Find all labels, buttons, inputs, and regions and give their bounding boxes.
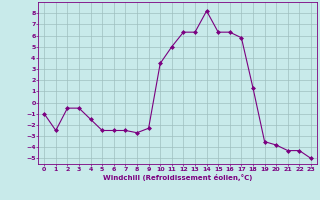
X-axis label: Windchill (Refroidissement éolien,°C): Windchill (Refroidissement éolien,°C) xyxy=(103,174,252,181)
